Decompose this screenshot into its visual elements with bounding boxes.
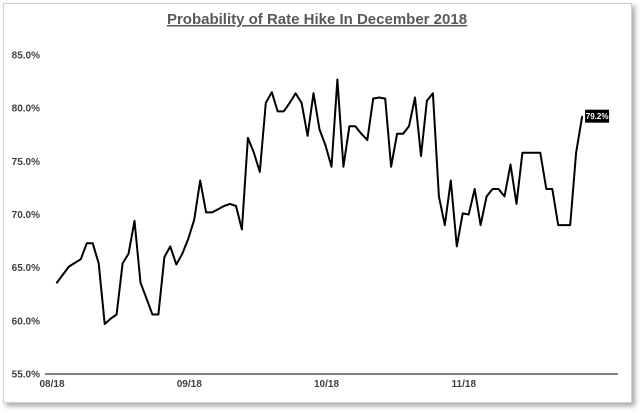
y-tick-label: 80.0% [12,104,40,115]
end-label-text: 79.2% [586,112,609,121]
y-tick-label: 55.0% [12,370,40,381]
y-tick-label: 85.0% [12,51,40,62]
series-line [55,78,584,325]
chart-title: Probability of Rate Hike In December 201… [167,11,467,28]
y-tick-label: 75.0% [12,157,40,168]
y-tick-label: 65.0% [12,263,40,274]
x-axis: 08/18 09/18 10/18 11/18 [39,373,618,390]
end-value-label: 79.2% [585,109,610,123]
y-tick-label: 70.0% [12,210,40,221]
y-axis: 55.0% 60.0% 65.0% 70.0% 75.0% 80.0% 85.0% [12,51,40,381]
y-tick-label: 60.0% [12,316,40,327]
chart-frame [3,3,632,403]
x-tick-label: 11/18 [452,379,477,390]
plot-series [55,78,584,325]
x-tick-label: 08/18 [39,379,64,390]
end-label-box [585,109,610,123]
x-tick-label: 09/18 [177,379,202,390]
x-tick-label: 10/18 [314,379,339,390]
